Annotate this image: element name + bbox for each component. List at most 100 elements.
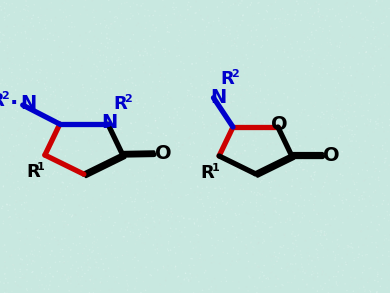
Point xyxy=(179,143,185,147)
Point xyxy=(266,187,272,191)
Point xyxy=(95,37,101,41)
Point xyxy=(21,102,27,107)
Point xyxy=(335,264,342,269)
Point xyxy=(103,25,109,30)
Point xyxy=(362,28,369,32)
Point xyxy=(135,49,142,54)
Point xyxy=(303,53,310,58)
Point xyxy=(197,8,203,13)
Point xyxy=(24,14,30,19)
Point xyxy=(197,193,203,198)
Point xyxy=(165,187,172,191)
Point xyxy=(342,97,348,101)
Point xyxy=(29,136,35,140)
Point xyxy=(176,105,182,110)
Point xyxy=(318,158,324,162)
Point xyxy=(340,195,346,200)
Point xyxy=(279,185,285,190)
Point xyxy=(240,13,246,18)
Point xyxy=(239,0,245,3)
Point xyxy=(32,115,39,120)
Point xyxy=(128,197,135,201)
Point xyxy=(311,170,317,175)
Point xyxy=(261,71,268,75)
Point xyxy=(336,65,342,70)
Point xyxy=(2,291,8,293)
Point xyxy=(372,34,379,39)
Point xyxy=(300,268,307,272)
Point xyxy=(378,275,384,279)
Point xyxy=(65,106,71,111)
Point xyxy=(64,184,71,189)
Point xyxy=(163,276,169,281)
Point xyxy=(23,79,29,84)
Point xyxy=(23,271,29,276)
Point xyxy=(142,0,148,3)
Point xyxy=(280,15,286,20)
Point xyxy=(338,137,344,142)
Point xyxy=(298,186,304,191)
Point xyxy=(286,168,292,173)
Point xyxy=(248,158,254,163)
Point xyxy=(23,0,29,3)
Point xyxy=(5,208,11,213)
Point xyxy=(206,190,212,195)
Point xyxy=(279,68,285,73)
Point xyxy=(135,179,141,184)
Point xyxy=(346,81,352,86)
Point xyxy=(373,166,379,171)
Point xyxy=(166,149,172,153)
Point xyxy=(13,100,20,105)
Point xyxy=(152,221,158,225)
Point xyxy=(189,62,195,66)
Point xyxy=(359,114,365,118)
Point xyxy=(152,26,158,30)
Point xyxy=(90,245,96,250)
Point xyxy=(364,168,370,173)
Point xyxy=(147,64,153,69)
Point xyxy=(200,95,206,99)
Point xyxy=(1,33,7,38)
Point xyxy=(170,122,177,127)
Point xyxy=(7,3,13,7)
Point xyxy=(206,284,212,289)
Point xyxy=(160,195,166,199)
Point xyxy=(200,120,206,125)
Point xyxy=(57,83,63,88)
Point xyxy=(324,175,330,180)
Point xyxy=(82,188,89,193)
Point xyxy=(307,84,314,89)
Point xyxy=(257,272,263,277)
Point xyxy=(14,128,21,133)
Point xyxy=(176,17,182,21)
Point xyxy=(360,179,367,183)
Point xyxy=(25,60,31,65)
Point xyxy=(162,77,168,81)
Point xyxy=(161,4,168,9)
Point xyxy=(150,198,156,203)
Point xyxy=(383,156,390,161)
Point xyxy=(102,17,108,22)
Point xyxy=(67,279,74,283)
Point xyxy=(251,94,257,99)
Point xyxy=(212,246,218,250)
Point xyxy=(317,229,324,233)
Point xyxy=(372,95,378,100)
Point xyxy=(301,158,308,163)
Point xyxy=(207,123,214,127)
Point xyxy=(322,180,328,185)
Point xyxy=(191,85,197,90)
Point xyxy=(219,187,225,191)
Point xyxy=(171,12,177,16)
Point xyxy=(128,59,135,63)
Point xyxy=(304,282,310,286)
Point xyxy=(346,203,353,208)
Point xyxy=(150,13,156,18)
Point xyxy=(153,25,160,30)
Point xyxy=(239,151,246,156)
Point xyxy=(109,149,115,154)
Point xyxy=(160,202,166,207)
Point xyxy=(81,189,87,194)
Point xyxy=(284,95,291,99)
Point xyxy=(29,131,35,135)
